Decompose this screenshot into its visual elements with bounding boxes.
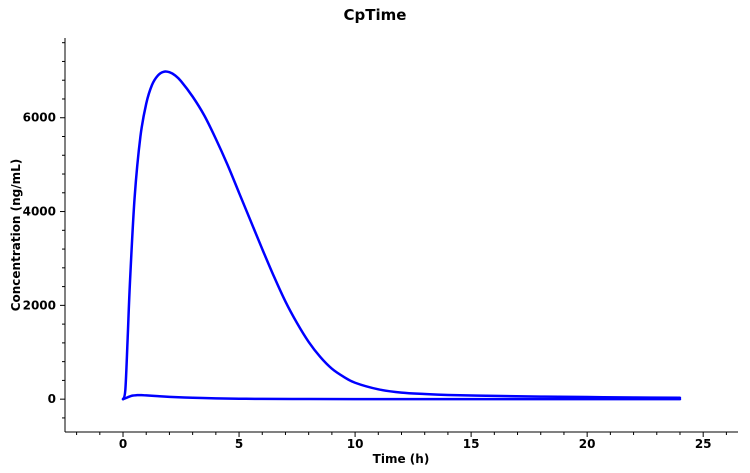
series-layer (121, 70, 682, 401)
y-tick-label: 6000 (23, 111, 56, 125)
x-axis-label: Time (h) (373, 452, 430, 466)
y-axis-ticks: 0 2000 4000 6000 (23, 42, 65, 419)
y-tick-label: 4000 (23, 205, 56, 219)
y-tick-label: 2000 (23, 298, 56, 312)
x-tick-label: 25 (695, 437, 712, 451)
x-tick-label: 0 (119, 437, 127, 451)
x-axis-ticks: 0 5 10 15 20 25 (76, 432, 727, 451)
chart-title: CpTime (344, 6, 407, 24)
series-line-2 (121, 393, 682, 401)
x-tick-label: 15 (463, 437, 480, 451)
x-tick-label: 20 (579, 437, 596, 451)
x-tick-label: 10 (347, 437, 364, 451)
x-tick-label: 5 (235, 437, 243, 451)
y-tick-label: 0 (48, 392, 56, 406)
y-axis-label: Concentration (ng/mL) (9, 159, 23, 312)
series-line-1 (121, 70, 682, 401)
